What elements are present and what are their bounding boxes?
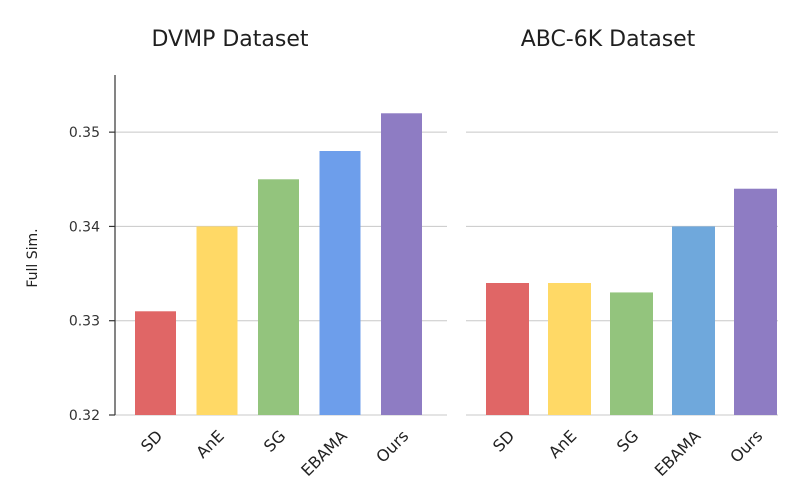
x-tick-label: EBAMA (651, 426, 705, 480)
y-tick-label: 0.33 (69, 314, 100, 330)
chart-dvmp: DVMP Dataset Full Sim. 0.320.330.340.35 … (25, 27, 447, 480)
y-tick-label: 0.34 (69, 219, 100, 235)
x-tick-label: Ours (726, 426, 766, 466)
bar-ane (196, 226, 238, 415)
bar-ebama (319, 151, 361, 415)
bar-sd (135, 311, 176, 415)
y-tick-label: 0.32 (69, 408, 100, 424)
bar-ebama (672, 226, 715, 415)
chart-title-dvmp: DVMP Dataset (152, 27, 309, 52)
x-tick-label: SG (613, 426, 642, 455)
bar-ours (381, 113, 422, 416)
x-tick-label: SG (260, 426, 289, 455)
chart-title-abc6k: ABC-6K Dataset (521, 27, 696, 52)
x-tick-label: EBAMA (297, 426, 351, 480)
y-tick-label: 0.35 (69, 125, 100, 141)
y-axis-label: Full Sim. (25, 228, 41, 287)
x-tick-label: AnE (192, 426, 227, 461)
bar-sg (610, 292, 653, 415)
bar-sd (486, 283, 529, 415)
bar-sg (258, 179, 299, 415)
x-tick-label: SD (137, 426, 166, 455)
x-tick-label: SD (489, 426, 518, 455)
x-tick-label: AnE (545, 426, 580, 461)
chart-abc6k: ABC-6K Dataset SD AnE SG EBAMA Ours (466, 27, 778, 480)
x-tick-label: Ours (372, 426, 412, 466)
bar-ours (734, 188, 777, 415)
bar-ane (548, 283, 591, 415)
